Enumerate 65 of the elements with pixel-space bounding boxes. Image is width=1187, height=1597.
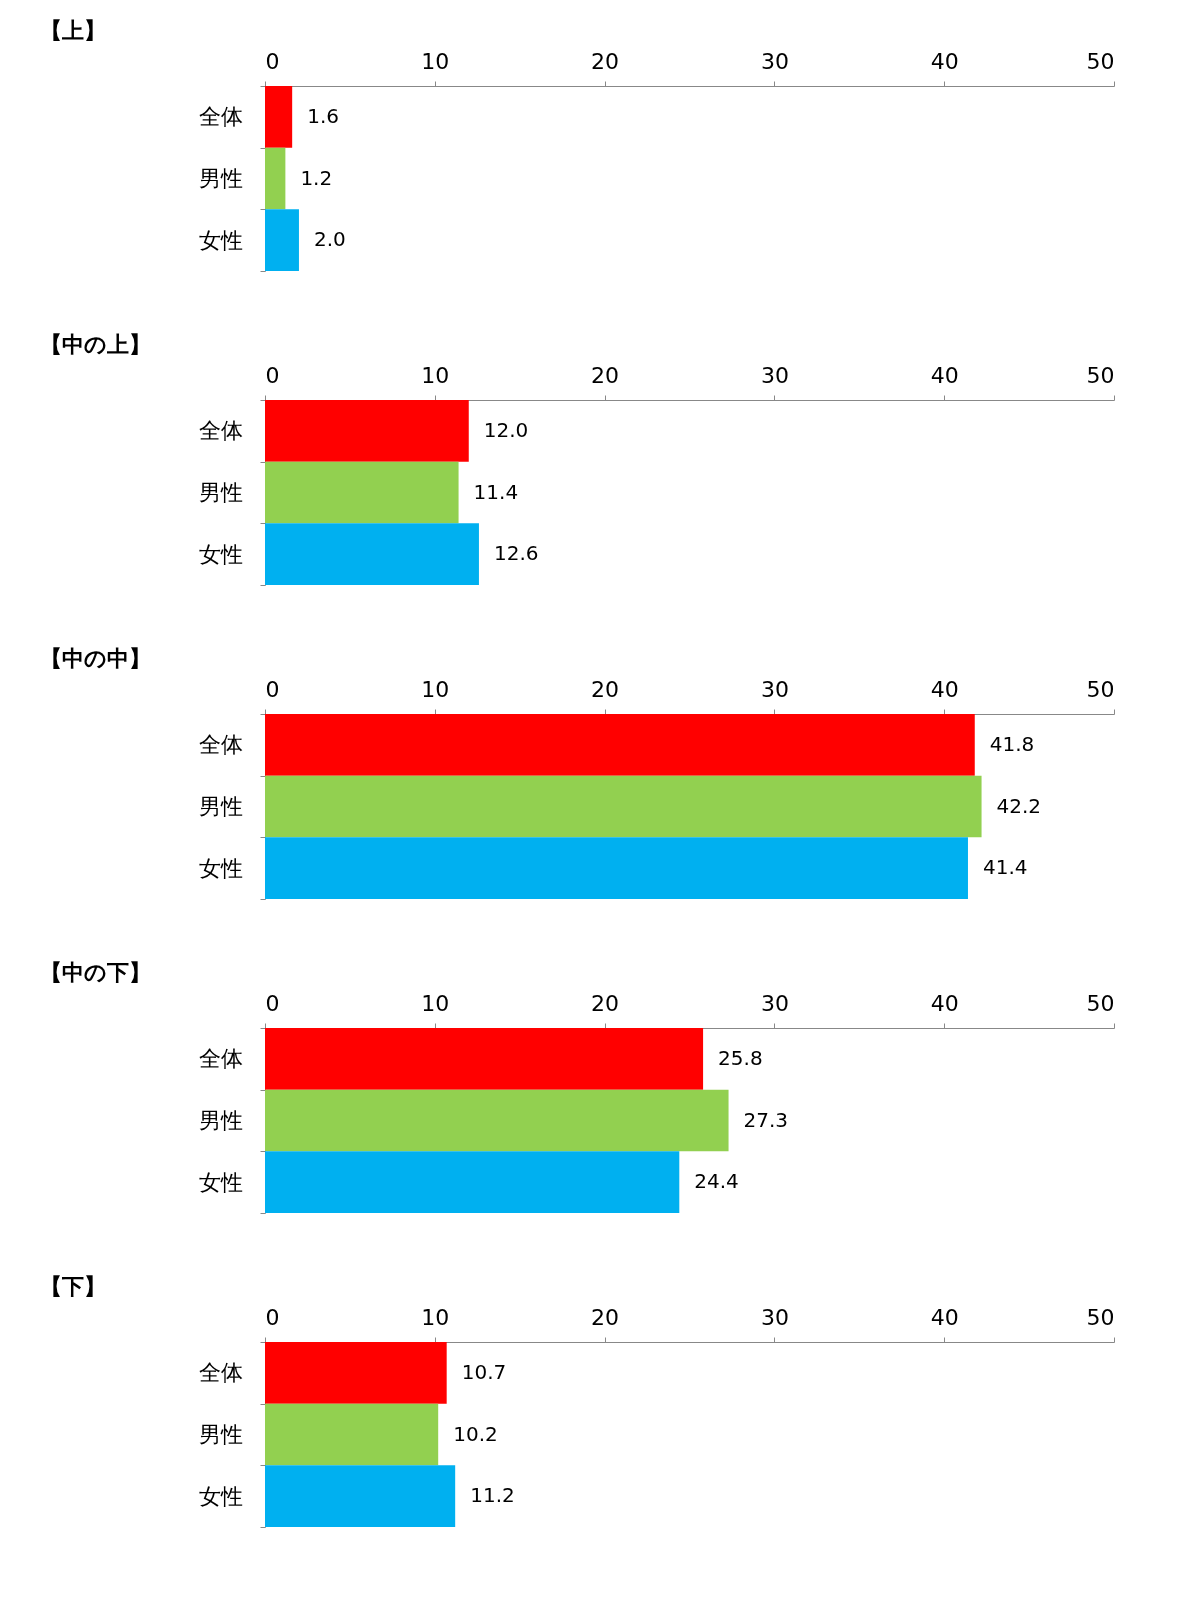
y-tick-label: 女性 — [198, 855, 243, 881]
x-tick-label: 40 — [930, 990, 959, 1016]
data-label: 25.8 — [718, 1045, 763, 1070]
x-tick-label: 0 — [265, 676, 280, 702]
x-tick-label: 0 — [265, 48, 280, 74]
data-label: 12.6 — [493, 541, 539, 566]
x-tick-label: 40 — [930, 676, 959, 702]
x-tick-label: 20 — [591, 48, 620, 74]
x-tick-label: 30 — [760, 1304, 789, 1330]
x-tick-label: 50 — [1086, 48, 1115, 74]
text: 【下】 — [40, 1274, 106, 1299]
y-tick-label: 全体 — [198, 418, 243, 444]
y-tick-label: 全体 — [198, 1360, 243, 1386]
chart-title: 【中の下】 — [40, 960, 151, 985]
x-tick-label: 30 — [760, 362, 789, 388]
x-tick-label: 50 — [1086, 362, 1115, 388]
y-tick-label: 全体 — [198, 1046, 243, 1072]
data-label: 27.3 — [743, 1107, 789, 1132]
data-label: 41.4 — [982, 855, 1028, 880]
y-tick-label: 女性 — [198, 227, 243, 253]
y-tick-label: 男性 — [198, 480, 243, 505]
x-tick-label: 0 — [265, 1304, 280, 1330]
data-label: 11.4 — [473, 479, 519, 504]
x-tick-label: 40 — [930, 362, 959, 388]
x-tick-label: 50 — [1086, 990, 1115, 1016]
y-tick-label: 男性 — [198, 794, 243, 819]
x-tick-label: 40 — [930, 1304, 959, 1330]
x-tick-label: 50 — [1086, 676, 1115, 702]
y-tick-label: 女性 — [198, 1483, 243, 1509]
y-tick-label: 全体 — [198, 104, 243, 130]
data-label: 10.7 — [461, 1359, 507, 1384]
data-label: 1.6 — [307, 103, 339, 128]
x-tick-label: 20 — [591, 676, 620, 702]
data-label: 10.2 — [453, 1421, 498, 1446]
x-tick-label: 10 — [421, 48, 450, 74]
x-tick-label: 20 — [591, 362, 620, 388]
x-tick-label: 10 — [421, 990, 450, 1016]
x-tick-label: 50 — [1086, 1304, 1115, 1330]
x-tick-label: 0 — [265, 362, 280, 388]
text: 【上】 — [40, 18, 106, 43]
y-tick-label: 女性 — [198, 541, 243, 567]
data-label: 24.4 — [694, 1169, 739, 1194]
y-tick-label: 男性 — [198, 1108, 243, 1133]
x-tick-label: 10 — [421, 676, 450, 702]
data-label: 11.2 — [470, 1483, 515, 1508]
x-tick-label: 20 — [591, 1304, 620, 1330]
y-tick-label: 女性 — [198, 1169, 243, 1195]
data-label: 2.0 — [313, 227, 346, 252]
data-label: 42.2 — [996, 793, 1042, 818]
x-tick-label: 30 — [760, 676, 789, 702]
x-tick-label: 10 — [421, 1304, 450, 1330]
chart-title: 【中の中】 — [40, 646, 151, 671]
x-tick-label: 30 — [760, 48, 789, 74]
x-tick-label: 30 — [760, 990, 789, 1016]
x-tick-label: 20 — [591, 990, 620, 1016]
chart-title: 【中の上】 — [40, 332, 151, 357]
data-label: 12.0 — [483, 417, 529, 442]
x-tick-label: 10 — [421, 362, 450, 388]
data-label: 41.8 — [989, 731, 1035, 756]
x-tick-label: 40 — [930, 48, 959, 74]
x-tick-label: 0 — [265, 990, 280, 1016]
y-tick-label: 男性 — [198, 166, 243, 191]
y-tick-label: 全体 — [198, 732, 243, 758]
y-tick-label: 男性 — [198, 1422, 243, 1447]
data-label: 1.2 — [300, 165, 333, 190]
